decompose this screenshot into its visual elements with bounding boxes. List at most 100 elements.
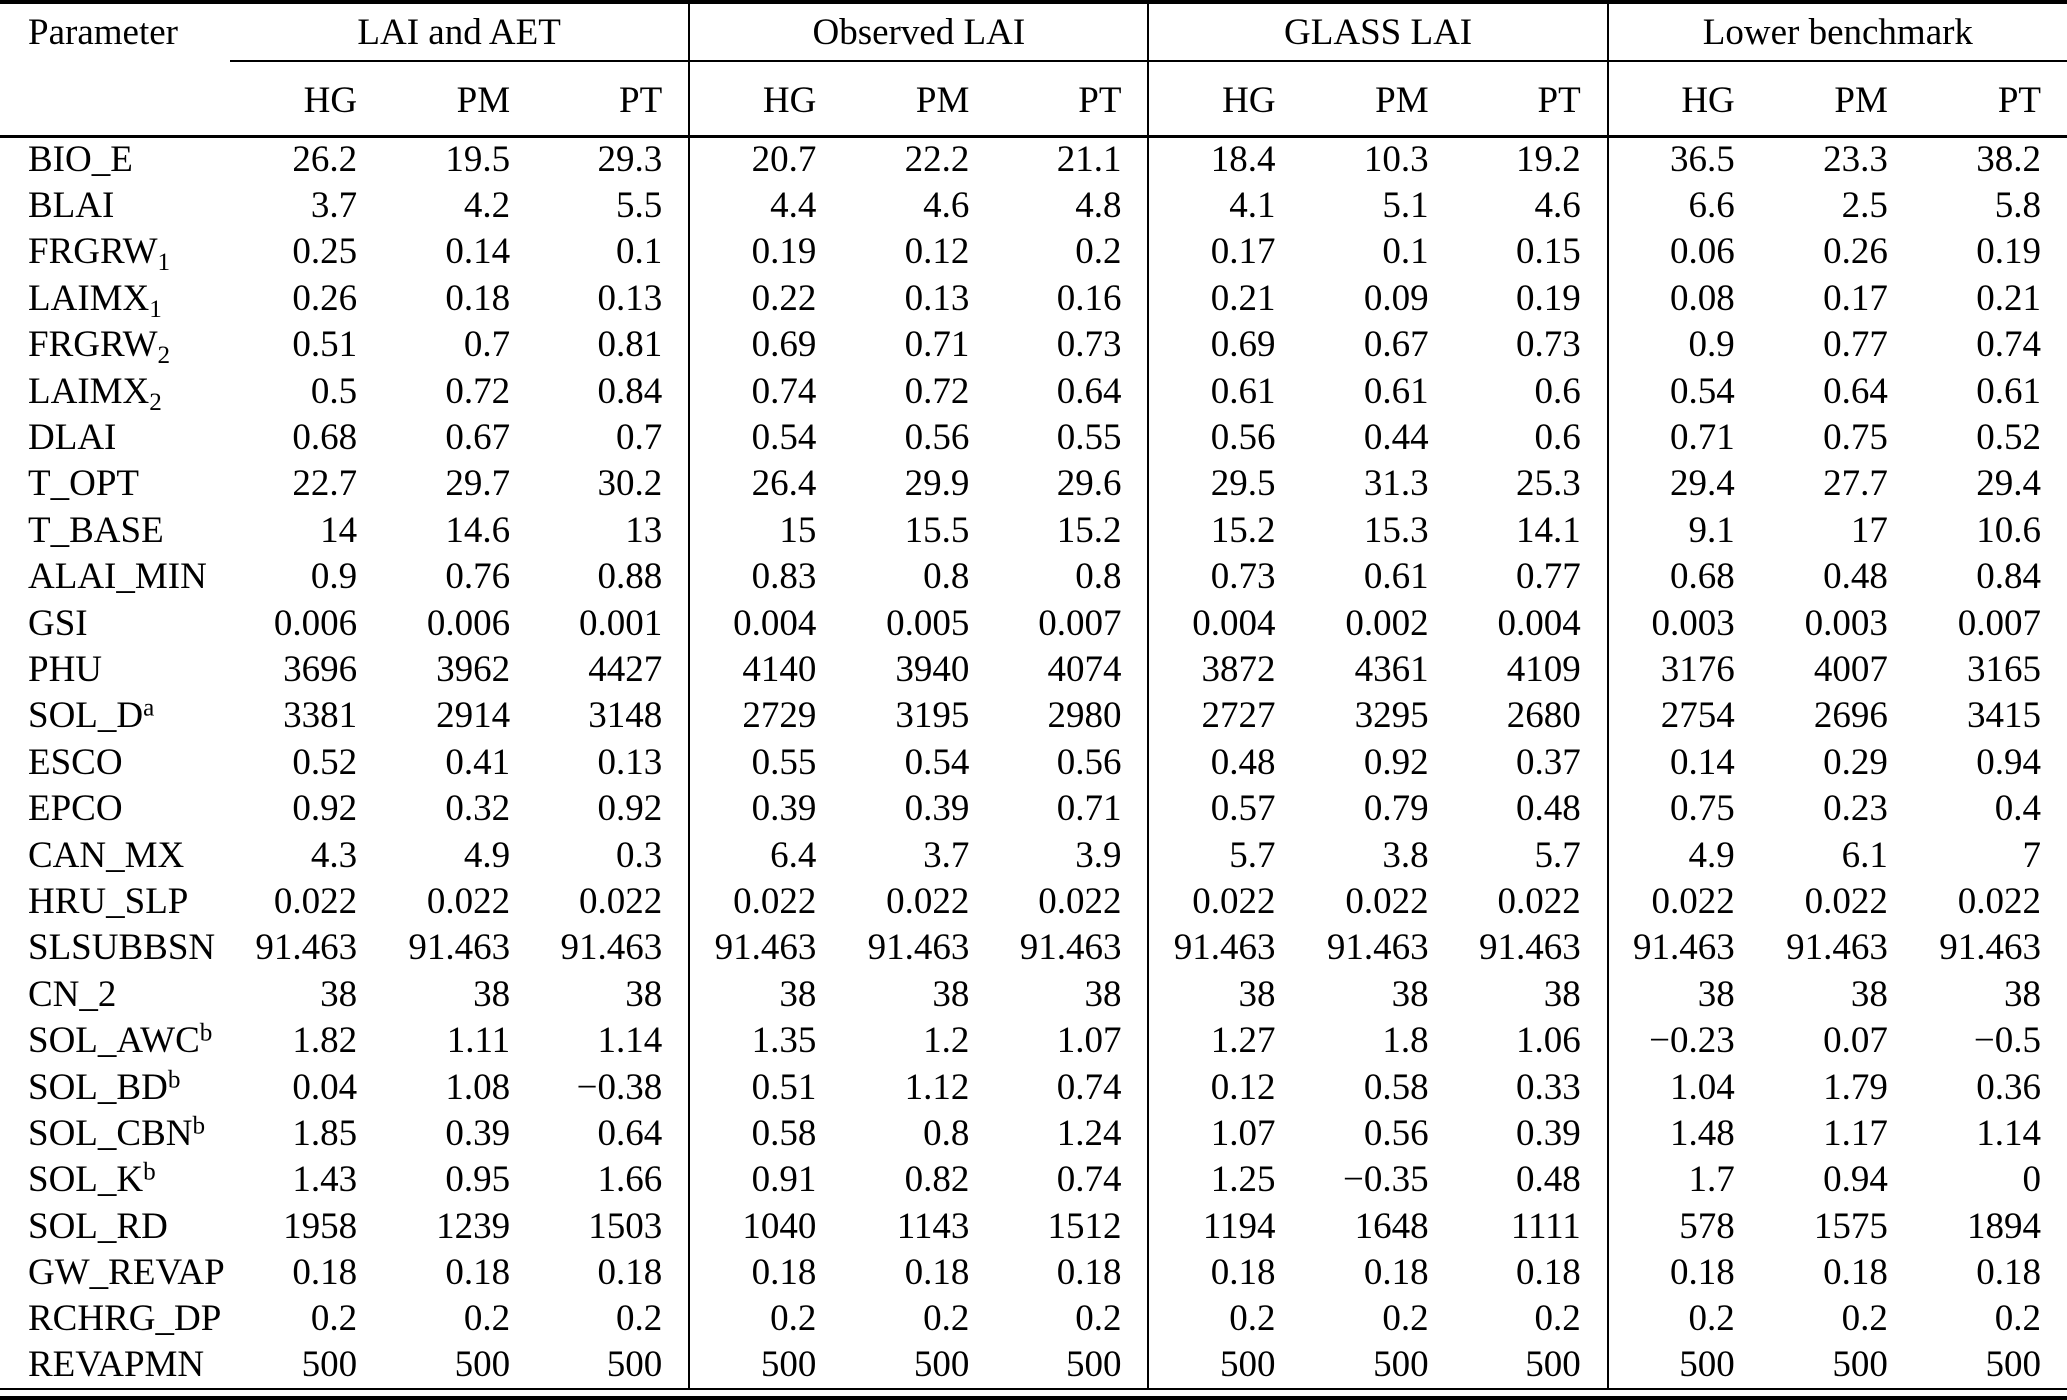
table-row: ESCO 0.52 0.41 0.13 0.55 0.54 0.56 0.48 0.92 0.37…	[0, 739, 2067, 786]
value-cell: 4361	[1354, 648, 1429, 690]
value-cell: 1.24	[995, 1110, 1150, 1157]
value-cell: 0.44	[1363, 417, 1429, 459]
value-cell: 0.13	[536, 739, 691, 786]
value-cell: 15.5	[904, 509, 970, 551]
value-cell: 0.006	[426, 602, 511, 644]
value-cell: 0.48	[1454, 1156, 1609, 1203]
value-cell: 38	[932, 973, 970, 1015]
value-cell: 0.26	[292, 277, 358, 319]
value-cell: 1.27	[1210, 1020, 1276, 1062]
value-cell: 29.7	[445, 463, 511, 505]
value-cell: 0.73	[1210, 556, 1276, 598]
value-cell: 0.004	[1192, 602, 1276, 644]
subheader-row: HG PM PT HG PM PT HG PM PT HG PM PT	[0, 61, 2067, 138]
value-cell: 0.77	[1454, 553, 1609, 600]
value-cell: 9.1	[1688, 509, 1735, 551]
value-cell: 1040	[742, 1205, 817, 1247]
value-cell: 29.5	[1210, 463, 1276, 505]
param-cell: CN_2	[28, 973, 117, 1015]
value-cell: 0.16	[995, 275, 1150, 322]
value-cell: 91.463	[714, 927, 817, 969]
value-cell: 5.1	[1382, 185, 1429, 227]
value-cell: 2754	[1660, 695, 1735, 737]
value-cell: 0.64	[536, 1110, 691, 1157]
value-cell: 3.7	[310, 185, 358, 227]
value-cell: 0.8	[923, 1112, 970, 1154]
value-cell: 0.1	[536, 228, 691, 276]
value-cell: 0.39	[904, 788, 970, 830]
table-row: GSI 0.006 0.006 0.001 0.004 0.005 0.007 0.004 0.…	[0, 599, 2067, 647]
value-cell: 3696	[283, 648, 358, 690]
value-cell: 0.09	[1363, 277, 1429, 319]
value-cell: 4074	[995, 646, 1150, 693]
value-cell: 0.2	[1688, 1298, 1735, 1340]
value-cell: 3.8	[1382, 834, 1429, 876]
value-cell: 91.463	[408, 927, 511, 969]
value-cell: 0.64	[995, 367, 1150, 415]
value-cell: 0.64	[1823, 370, 1888, 412]
value-cell: 3.7	[923, 834, 970, 876]
value-cell: 91.463	[1939, 927, 2041, 969]
param-cell: REVAPMN	[0, 1342, 230, 1390]
table-row: CAN_MX 4.3 4.9 0.3 6.4 3.7 3.9 5.7 3.8 5.7 4.9 6.1 7	[0, 831, 2067, 879]
value-cell: 0.91	[751, 1159, 817, 1201]
value-cell: 0.71	[995, 785, 1150, 832]
subheader-cell: PT	[536, 61, 691, 138]
value-cell: 0.23	[1823, 788, 1888, 830]
table-row: LAIMX1 0.26 0.18 0.13 0.22 0.13 0.16 0.21 0.09 0.…	[0, 275, 2067, 322]
value-cell: 4.8	[995, 182, 1150, 229]
value-cell: 0.74	[751, 370, 817, 412]
value-cell: 2680	[1454, 692, 1609, 740]
value-cell: 0.51	[292, 324, 358, 366]
value-cell: 4.1	[1229, 185, 1276, 227]
value-cell: 0.022	[733, 880, 817, 922]
value-cell: 0.83	[751, 556, 817, 598]
value-cell: 38	[1850, 973, 1888, 1015]
param-cell: SOL_RD	[28, 1205, 168, 1247]
value-cell: 0.022	[273, 880, 358, 922]
value-cell: 0.61	[1976, 370, 2041, 412]
value-cell: 0.69	[751, 324, 817, 366]
value-cell: 0.022	[1651, 880, 1735, 922]
value-cell: 15.2	[995, 507, 1150, 554]
value-cell: 0.88	[536, 553, 691, 600]
value-cell: 0.2	[995, 228, 1150, 276]
value-cell: 0.75	[1670, 788, 1735, 830]
value-cell: 0.18	[995, 1249, 1150, 1296]
value-cell: 0.48	[1210, 741, 1276, 783]
value-cell: 1143	[896, 1205, 970, 1247]
param-cell: ALAI_MIN	[28, 556, 207, 598]
param-cell: FRGRW2	[28, 324, 171, 368]
value-cell: 0.022	[426, 880, 511, 922]
value-cell: 38	[473, 973, 511, 1015]
value-cell: 4427	[536, 646, 691, 693]
value-cell: 38	[1454, 971, 1609, 1018]
value-cell: 0.006	[273, 602, 358, 644]
value-cell: 1.06	[1454, 1017, 1609, 1064]
value-cell: 4.6	[1454, 182, 1609, 229]
value-cell: 0	[2022, 1159, 2042, 1201]
value-cell: 1.08	[445, 1066, 511, 1108]
value-cell: 3148	[536, 692, 691, 740]
subheader-cell: HG	[1148, 61, 1302, 138]
value-cell: 14.1	[1454, 507, 1609, 554]
value-cell: 0.76	[445, 556, 511, 598]
value-cell: 29.3	[536, 136, 691, 183]
value-cell: 91.463	[995, 924, 1150, 972]
value-cell: 1958	[283, 1205, 358, 1247]
value-cell: 0.73	[1454, 321, 1609, 368]
value-cell: 0.022	[886, 880, 970, 922]
value-cell: 0.004	[1454, 599, 1609, 647]
value-cell: −0.38	[536, 1063, 691, 1111]
bottom-rule	[0, 1396, 2067, 1400]
value-cell: 38	[779, 973, 817, 1015]
value-cell: 0.84	[536, 367, 691, 415]
table-header: Parameter LAI and AET Observed LAI GLASS…	[0, 2, 2067, 138]
value-cell: 0.74	[995, 1156, 1150, 1203]
value-cell: 500	[1301, 1342, 1455, 1390]
value-cell: 1.79	[1823, 1066, 1888, 1108]
value-cell: 0.5	[310, 370, 358, 412]
value-cell: 0.14	[1670, 741, 1735, 783]
value-cell: 0.18	[292, 1252, 358, 1294]
